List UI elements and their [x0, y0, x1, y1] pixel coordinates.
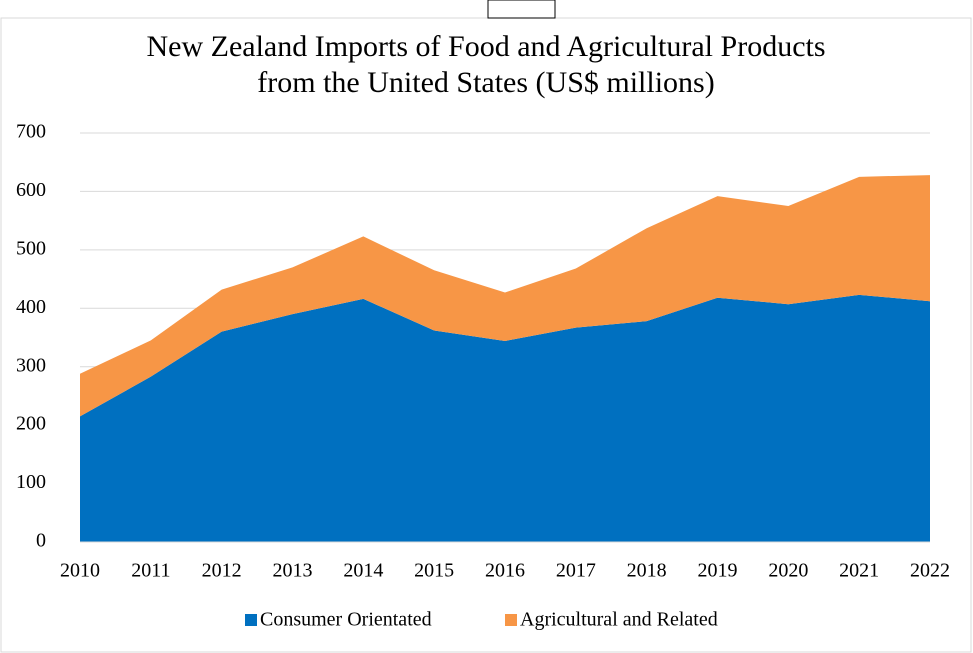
x-tick-label: 2022	[910, 560, 950, 582]
legend-swatch	[245, 614, 257, 626]
chart-title: New Zealand Imports of Food and Agricult…	[146, 30, 825, 63]
x-tick-label: 2012	[202, 560, 242, 582]
x-tick-label: 2018	[627, 560, 667, 582]
y-tick-label: 400	[16, 296, 46, 318]
y-tick-label: 100	[16, 471, 46, 493]
y-tick-label: 500	[16, 237, 46, 259]
x-tick-label: 2020	[768, 560, 808, 582]
area	[80, 294, 930, 542]
x-tick-label: 2021	[839, 560, 879, 582]
y-tick-label: 700	[16, 121, 46, 143]
y-tick-label: 0	[36, 530, 46, 552]
y-tick-label: 600	[16, 179, 46, 201]
x-tick-label: 2014	[343, 560, 383, 582]
x-tick-label: 2015	[414, 560, 454, 582]
y-tick-label: 300	[16, 354, 46, 376]
x-tick-label: 2011	[131, 560, 170, 582]
x-tick-label: 2016	[485, 560, 525, 582]
legend-label: Consumer Orientated	[260, 609, 432, 631]
x-tick-label: 2019	[698, 560, 738, 582]
x-tick-label: 2010	[60, 560, 100, 582]
legend-swatch	[505, 614, 517, 626]
header-box	[487, 0, 556, 19]
x-tick-label: 2013	[273, 560, 313, 582]
y-tick-label: 200	[16, 413, 46, 435]
legend-label: Agricultural and Related	[520, 609, 718, 631]
x-tick-label: 2017	[556, 560, 596, 582]
area	[80, 175, 930, 417]
chart-title: from the United States (US$ millions)	[257, 66, 714, 99]
